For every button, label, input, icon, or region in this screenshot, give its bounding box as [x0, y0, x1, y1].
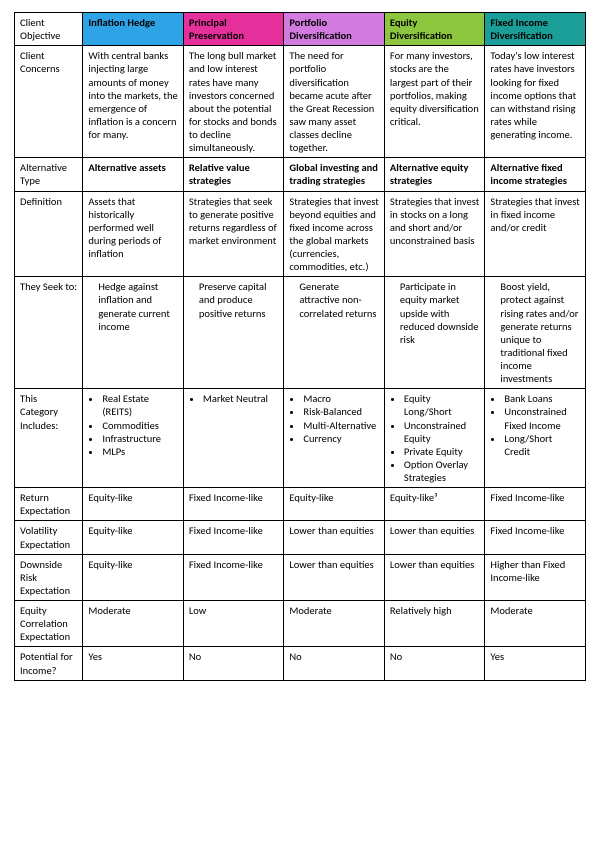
- cell: Global investing and trading strategies: [284, 158, 385, 191]
- cell: Generate attractive non-correlated retur…: [284, 277, 385, 389]
- cell: Fixed Income-like: [183, 488, 284, 521]
- cell: Equity-like: [83, 488, 184, 521]
- cell: Lower than equities: [384, 521, 485, 554]
- includes-list-1: Market Neutral: [203, 392, 279, 405]
- cell: Yes: [485, 647, 586, 680]
- rowlabel-income: Potential for Income?: [15, 647, 83, 680]
- cell: Hedge against inflation and generate cur…: [83, 277, 184, 389]
- cell: No: [284, 647, 385, 680]
- cell: Fixed Income-like: [485, 521, 586, 554]
- cell: Relative value strategies: [183, 158, 284, 191]
- cell: For many investors, stocks are the large…: [384, 46, 485, 158]
- row-definition: Definition Assets that historically perf…: [15, 191, 586, 277]
- includes-item: Long/Short Credit: [504, 432, 580, 458]
- cell: Strategies that seek to generate positiv…: [183, 191, 284, 277]
- cell: Preserve capital and produce positive re…: [183, 277, 284, 389]
- cell: Participate in equity market upside with…: [384, 277, 485, 389]
- cell: Alternative equity strategies: [384, 158, 485, 191]
- cell: Low: [183, 601, 284, 647]
- rowlabel-vol: Volatility Expectation: [15, 521, 83, 554]
- cell: The need for portfolio diversification b…: [284, 46, 385, 158]
- includes-item: Private Equity: [404, 445, 480, 458]
- cell: Equity Long/ShortUnconstrained EquityPri…: [384, 389, 485, 488]
- header-row: Client Objective Inflation Hedge Princip…: [15, 13, 586, 46]
- cell: Moderate: [485, 601, 586, 647]
- cell: Fixed Income-like: [485, 488, 586, 521]
- cell: Moderate: [284, 601, 385, 647]
- row-income: Potential for Income? Yes No No No Yes: [15, 647, 586, 680]
- cell: The long bull market and low interest ra…: [183, 46, 284, 158]
- cell: Yes: [83, 647, 184, 680]
- row-downside: Downside Risk Expectation Equity-like Fi…: [15, 554, 586, 600]
- cell: Fixed Income-like: [183, 521, 284, 554]
- cell: Strategies that invest in fixed income a…: [485, 191, 586, 277]
- rowlabel-includes: This Category Includes:: [15, 389, 83, 488]
- cell: Fixed Income-like: [183, 554, 284, 600]
- cell: Real Estate (REITS)CommoditiesInfrastruc…: [83, 389, 184, 488]
- row-concerns: Client Concerns With central banks injec…: [15, 46, 586, 158]
- cell: Boost yield, protect against rising rate…: [485, 277, 586, 389]
- row-seek: They Seek to: Hedge against inflation an…: [15, 277, 586, 389]
- rowlabel-alt-type: Alternative Type: [15, 158, 83, 191]
- includes-item: Infrastructure: [102, 432, 178, 445]
- col-header-3: Equity Diversification: [384, 13, 485, 46]
- cell: Relatively high: [384, 601, 485, 647]
- objectives-table: Client Objective Inflation Hedge Princip…: [14, 12, 586, 681]
- includes-item: Multi-Alternative: [303, 419, 379, 432]
- rowlabel-definition: Definition: [15, 191, 83, 277]
- col-header-4: Fixed Income Diversification: [485, 13, 586, 46]
- cell: Equity-like: [83, 521, 184, 554]
- row-alt-type: Alternative Type Alternative assets Rela…: [15, 158, 586, 191]
- includes-list-0: Real Estate (REITS)CommoditiesInfrastruc…: [102, 392, 178, 458]
- cell: Moderate: [83, 601, 184, 647]
- cell: Strategies that invest beyond equities a…: [284, 191, 385, 277]
- cell: Alternative fixed income strategies: [485, 158, 586, 191]
- cell: Equity-like³: [384, 488, 485, 521]
- cell: Lower than equities: [284, 554, 385, 600]
- includes-item: Macro: [303, 392, 379, 405]
- cell: Lower than equities: [384, 554, 485, 600]
- includes-item: Commodities: [102, 419, 178, 432]
- rowlabel-downside: Downside Risk Expectation: [15, 554, 83, 600]
- cell: Higher than Fixed Income-like: [485, 554, 586, 600]
- row-corr: Equity Correlation Expectation Moderate …: [15, 601, 586, 647]
- includes-list-3: Equity Long/ShortUnconstrained EquityPri…: [404, 392, 480, 484]
- cell: Equity-like: [284, 488, 385, 521]
- includes-item: Bank Loans: [504, 392, 580, 405]
- includes-item: Currency: [303, 432, 379, 445]
- cell: Market Neutral: [183, 389, 284, 488]
- col-header-2: Portfolio Diversification: [284, 13, 385, 46]
- includes-list-4: Bank LoansUnconstrained Fixed IncomeLong…: [504, 392, 580, 458]
- cell: Assets that historically performed well …: [83, 191, 184, 277]
- cell: With central banks injecting large amoun…: [83, 46, 184, 158]
- cell: MacroRisk-BalancedMulti-AlternativeCurre…: [284, 389, 385, 488]
- cell: Strategies that invest in stocks on a lo…: [384, 191, 485, 277]
- col-header-0: Inflation Hedge: [83, 13, 184, 46]
- includes-item: MLPs: [102, 445, 178, 458]
- rowlabel-return: Return Expectation: [15, 488, 83, 521]
- cell: Today's low interest rates have investor…: [485, 46, 586, 158]
- includes-list-2: MacroRisk-BalancedMulti-AlternativeCurre…: [303, 392, 379, 445]
- rowlabel-corr: Equity Correlation Expectation: [15, 601, 83, 647]
- includes-item: Unconstrained Fixed Income: [504, 405, 580, 431]
- row-includes: This Category Includes: Real Estate (REI…: [15, 389, 586, 488]
- col-header-1: Principal Preservation: [183, 13, 284, 46]
- cell: Alternative assets: [83, 158, 184, 191]
- row-return: Return Expectation Equity-like Fixed Inc…: [15, 488, 586, 521]
- cell: Equity-like: [83, 554, 184, 600]
- includes-item: Real Estate (REITS): [102, 392, 178, 418]
- includes-item: Equity Long/Short: [404, 392, 480, 418]
- cell: No: [183, 647, 284, 680]
- rowlabel-seek: They Seek to:: [15, 277, 83, 389]
- includes-item: Option Overlay Strategies: [404, 458, 480, 484]
- header-rowlabel: Client Objective: [15, 13, 83, 46]
- rowlabel-concerns: Client Concerns: [15, 46, 83, 158]
- includes-item: Market Neutral: [203, 392, 279, 405]
- row-vol: Volatility Expectation Equity-like Fixed…: [15, 521, 586, 554]
- cell: Bank LoansUnconstrained Fixed IncomeLong…: [485, 389, 586, 488]
- includes-item: Unconstrained Equity: [404, 419, 480, 445]
- includes-item: Risk-Balanced: [303, 405, 379, 418]
- cell: Lower than equities: [284, 521, 385, 554]
- cell: No: [384, 647, 485, 680]
